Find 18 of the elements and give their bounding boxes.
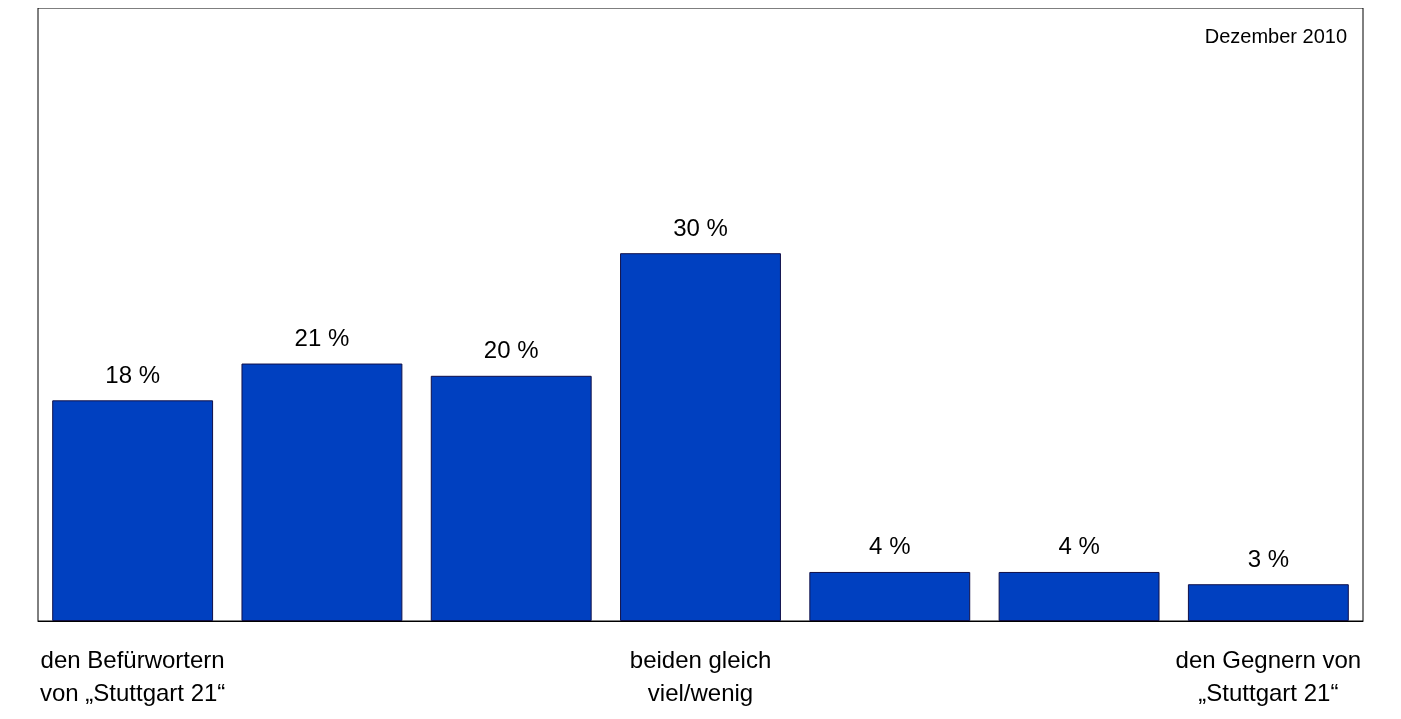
x-tick-label: beiden gleich viel/wenig xyxy=(629,646,772,706)
x-tick-label: den Befürwortern von „Stuttgart 21“ xyxy=(39,646,226,706)
bar xyxy=(1187,584,1349,621)
annotation: Dezember 2010 xyxy=(1204,25,1348,47)
x-tick-label: den Gegnern von „Stuttgart 21“ xyxy=(1175,646,1362,706)
data-label: 4 % xyxy=(1058,532,1100,560)
data-label: 21 % xyxy=(294,324,350,352)
bar xyxy=(430,375,592,621)
data-label: 30 % xyxy=(673,213,728,241)
data-label: 3 % xyxy=(1247,544,1290,572)
data-label: 4 % xyxy=(869,532,911,560)
data-label: 20 % xyxy=(483,336,539,364)
bar xyxy=(620,253,781,621)
bar xyxy=(998,571,1160,621)
bar xyxy=(52,400,214,621)
bar xyxy=(241,363,403,621)
bar xyxy=(809,571,971,621)
data-label: 18 % xyxy=(105,360,160,388)
